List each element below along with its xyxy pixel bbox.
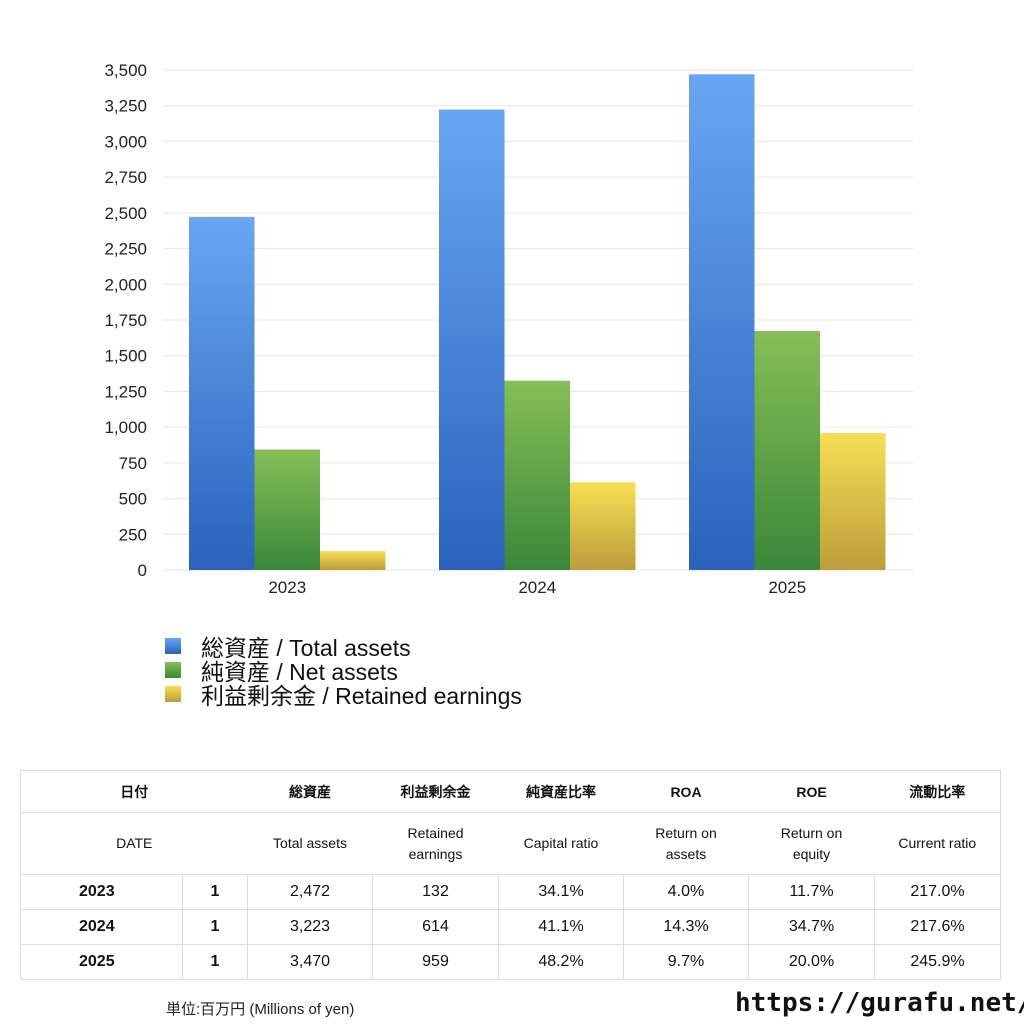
y-tick-label: 3,000 xyxy=(104,132,147,151)
roe-cell: 20.0% xyxy=(748,944,875,980)
header-cell: 日付 xyxy=(20,770,248,813)
bar-chart: 0 250 500 750 1,000 1,250 1,500 1,750 2,000 2,250… xyxy=(104,61,913,597)
legend-swatch xyxy=(165,662,181,678)
roa-cell: 9.7% xyxy=(623,944,749,980)
bar-2023-2 xyxy=(320,551,386,570)
legend-item-net-assets: 純資産 / Net assets xyxy=(165,658,522,685)
header-cell: Capital ratio xyxy=(498,812,624,875)
y-tick-label: 1,000 xyxy=(104,418,147,437)
bar-2023-1 xyxy=(254,449,320,570)
month-cell: 1 xyxy=(182,909,248,945)
legend-item-retained-earnings: 利益剰余金 / Retained earnings xyxy=(165,682,522,709)
x-tick-label: 2024 xyxy=(518,578,556,597)
legend-swatch xyxy=(165,686,181,702)
y-tick-label: 0 xyxy=(138,561,147,580)
y-tick-label: 1,750 xyxy=(104,311,147,330)
header-cell: 総資産 xyxy=(247,770,373,813)
year-cell: 2025 xyxy=(20,944,183,980)
capital-ratio-cell: 41.1% xyxy=(498,909,624,945)
year-cell: 2023 xyxy=(20,874,183,910)
table-row: 2025 1 3,470 959 48.2% 9.7% 20.0% 245.9% xyxy=(20,944,1001,980)
y-tick-label: 3,250 xyxy=(104,97,147,116)
y-axis-ticks: 0 250 500 750 1,000 1,250 1,500 1,750 2,000 2,250… xyxy=(104,61,147,580)
header-cell: Return on assets xyxy=(623,812,749,875)
header-cell: 純資産比率 xyxy=(498,770,624,813)
retained-cell: 132 xyxy=(372,874,499,910)
y-tick-label: 2,500 xyxy=(104,204,147,223)
total-assets-cell: 3,223 xyxy=(247,909,373,945)
y-tick-label: 1,250 xyxy=(104,382,147,401)
capital-ratio-cell: 48.2% xyxy=(498,944,624,980)
header-cell: Total assets xyxy=(247,812,373,875)
x-axis-ticks: 2023 2024 2025 xyxy=(268,578,806,597)
header-cell: 流動比率 xyxy=(874,770,1001,813)
bar-2024-0 xyxy=(439,109,505,571)
unit-note: 単位:百万円 (Millions of yen) xyxy=(166,1001,355,1018)
y-tick-label: 1,500 xyxy=(104,347,147,366)
header-cell: ROA xyxy=(623,770,749,813)
current-ratio-cell: 217.6% xyxy=(874,909,1001,945)
current-ratio-cell: 245.9% xyxy=(874,944,1001,980)
month-cell: 1 xyxy=(182,874,248,910)
roa-cell: 4.0% xyxy=(623,874,749,910)
legend-item-total-assets: 総資産 / Total assets xyxy=(165,634,522,661)
header-row-jp: 日付 総資産 利益剰余金 純資産比率 ROA ROE 流動比率 xyxy=(20,770,1001,813)
header-text: Return on equity xyxy=(780,824,843,862)
bars xyxy=(189,74,886,571)
bar-2025-1 xyxy=(754,331,820,570)
x-tick-label: 2025 xyxy=(768,578,806,597)
y-tick-label: 2,750 xyxy=(104,168,147,187)
total-assets-cell: 2,472 xyxy=(247,874,373,910)
legend-label: 総資産 / Total assets xyxy=(201,635,411,661)
roa-cell: 14.3% xyxy=(623,909,749,945)
y-tick-label: 2,000 xyxy=(104,275,147,294)
legend-label: 純資産 / Net assets xyxy=(201,659,398,685)
month-cell: 1 xyxy=(182,944,248,980)
header-cell: ROE xyxy=(748,770,875,813)
y-tick-label: 3,500 xyxy=(104,61,147,80)
header-cell: Current ratio xyxy=(874,812,1001,875)
header-text: Return on assets xyxy=(655,824,717,862)
retained-cell: 959 xyxy=(372,944,499,980)
bar-2025-0 xyxy=(689,74,755,571)
roe-cell: 34.7% xyxy=(748,909,875,945)
y-tick-label: 2,250 xyxy=(104,240,147,259)
legend-label: 利益剰余金 / Retained earnings xyxy=(201,683,522,709)
current-ratio-cell: 217.0% xyxy=(874,874,1001,910)
header-cell: Retained earnings xyxy=(372,812,499,875)
site-link[interactable]: https://gurafu.net/ xyxy=(735,988,1024,1018)
header-cell: 利益剰余金 xyxy=(372,770,499,813)
y-tick-label: 500 xyxy=(119,490,147,509)
bar-2024-1 xyxy=(504,380,570,570)
header-cell: Return on equity xyxy=(748,812,875,875)
roe-cell: 11.7% xyxy=(748,874,875,910)
bar-2025-2 xyxy=(820,433,886,570)
table-row: 2024 1 3,223 614 41.1% 14.3% 34.7% 217.6… xyxy=(20,909,1001,945)
year-cell: 2024 xyxy=(20,909,183,945)
capital-ratio-cell: 34.1% xyxy=(498,874,624,910)
y-tick-label: 250 xyxy=(119,525,147,544)
y-tick-label: 750 xyxy=(119,454,147,473)
bar-2023-0 xyxy=(189,216,255,570)
legend: 総資産 / Total assets 純資産 / Net assets 利益剰余… xyxy=(165,634,522,709)
header-cell: DATE xyxy=(20,812,248,875)
header-row-en: DATE Total assets Retained earnings Capi… xyxy=(20,812,1001,875)
header-text: Retained earnings xyxy=(407,824,464,862)
table-row: 2023 1 2,472 132 34.1% 4.0% 11.7% 217.0% xyxy=(20,874,1001,910)
legend-swatch xyxy=(165,638,181,654)
financial-table: 日付 総資産 利益剰余金 純資産比率 ROA ROE 流動比率 DATE Tot… xyxy=(20,770,1001,980)
retained-cell: 614 xyxy=(372,909,499,945)
bar-2024-2 xyxy=(570,482,636,570)
total-assets-cell: 3,470 xyxy=(247,944,373,980)
x-tick-label: 2023 xyxy=(268,578,306,597)
